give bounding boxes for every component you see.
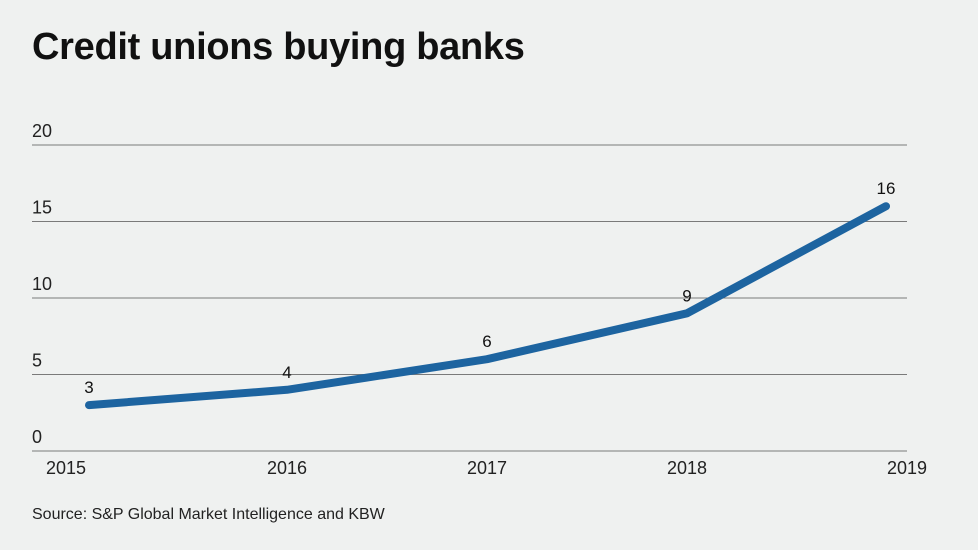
x-tick-label: 2017 xyxy=(467,458,507,478)
y-tick-label: 5 xyxy=(32,351,42,371)
y-tick-label: 15 xyxy=(32,198,52,218)
series-line xyxy=(85,202,890,410)
y-tick-label: 10 xyxy=(32,274,52,294)
y-tick-label: 20 xyxy=(32,121,52,141)
x-tick-label: 2018 xyxy=(667,458,707,478)
x-tick-label: 2019 xyxy=(887,458,927,478)
data-label: 4 xyxy=(282,363,291,382)
x-tick-label: 2016 xyxy=(267,458,307,478)
data-label: 16 xyxy=(877,179,896,198)
chart-title: Credit unions buying banks xyxy=(32,26,525,68)
data-label: 3 xyxy=(84,378,93,397)
data-label: 9 xyxy=(682,286,691,305)
x-tick-label: 2015 xyxy=(46,458,86,478)
data-label: 6 xyxy=(482,332,491,351)
source-note: Source: S&P Global Market Intelligence a… xyxy=(32,506,385,523)
y-tick-label: 0 xyxy=(32,427,42,447)
